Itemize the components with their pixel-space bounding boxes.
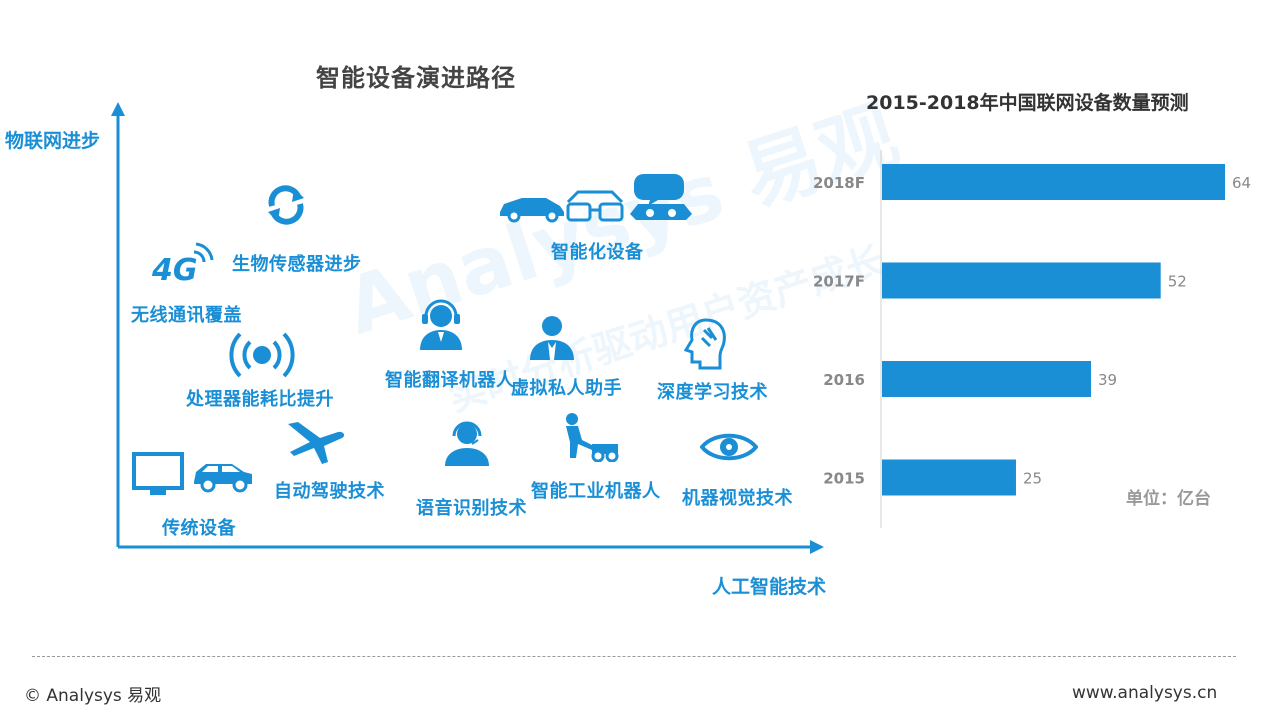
4g-icon-text: 4G (151, 253, 198, 286)
value-label-2017F: 52 (1168, 273, 1187, 291)
smart-devices-icon (500, 174, 692, 223)
bar-2016 (882, 361, 1092, 397)
chart-title: 2015-2018年中国联网设备数量预测 (866, 92, 1189, 114)
label-traditional: 传统设备 (162, 518, 236, 539)
x-axis-label: 人工智能技术 (712, 576, 827, 598)
category-label-2018F: 2018F (813, 174, 865, 192)
signal-broadcast-icon (229, 332, 295, 378)
label-wireless: 无线通讯覆盖 (131, 305, 242, 326)
label-autodrive: 自动驾驶技术 (274, 481, 385, 502)
category-label-2017F: 2017F (813, 273, 865, 291)
4g-icon: 4G (150, 240, 216, 288)
label-biosensor: 生物传感器进步 (232, 254, 362, 275)
tv-car-icon (132, 452, 252, 495)
value-label-2016: 39 (1098, 371, 1117, 389)
assistant-person-icon (530, 316, 574, 360)
label-smart-devices: 智能化设备 (551, 242, 644, 263)
unit-label: 单位：亿台 (1126, 489, 1211, 509)
label-deeplearning: 深度学习技术 (657, 382, 768, 403)
label-vision: 机器视觉技术 (682, 488, 793, 509)
bar-2018F (882, 164, 1225, 200)
footer-copyright: © Analysys 易观 (24, 686, 162, 706)
footer-divider (32, 656, 1236, 657)
evolution-title: 智能设备演进路径 (316, 64, 516, 92)
bar-2017F (882, 262, 1161, 299)
label-speech: 语音识别技术 (416, 498, 527, 519)
category-label-2016: 2016 (823, 371, 865, 389)
label-processor: 处理器能耗比提升 (186, 389, 334, 410)
label-translate-robot: 智能翻译机器人 (385, 370, 515, 391)
eye-icon (700, 433, 758, 461)
value-label-2018F: 64 (1232, 174, 1251, 192)
bar-2015 (882, 459, 1016, 496)
head-profile-icon (683, 318, 726, 370)
footer-website-link[interactable]: www.analysys.cn (1072, 683, 1218, 703)
sync-icon (268, 185, 304, 225)
airplane-icon (288, 422, 345, 464)
headset-person-icon (420, 299, 462, 350)
category-label-2015: 2015 (823, 470, 865, 488)
label-assistant: 虚拟私人助手 (511, 378, 622, 399)
headset-operator-icon (445, 421, 489, 466)
y-axis-label: 物联网进步 (5, 130, 101, 152)
lawnmower-person-icon (566, 413, 619, 462)
label-industrial: 智能工业机器人 (531, 481, 661, 502)
value-label-2015: 25 (1023, 470, 1042, 488)
